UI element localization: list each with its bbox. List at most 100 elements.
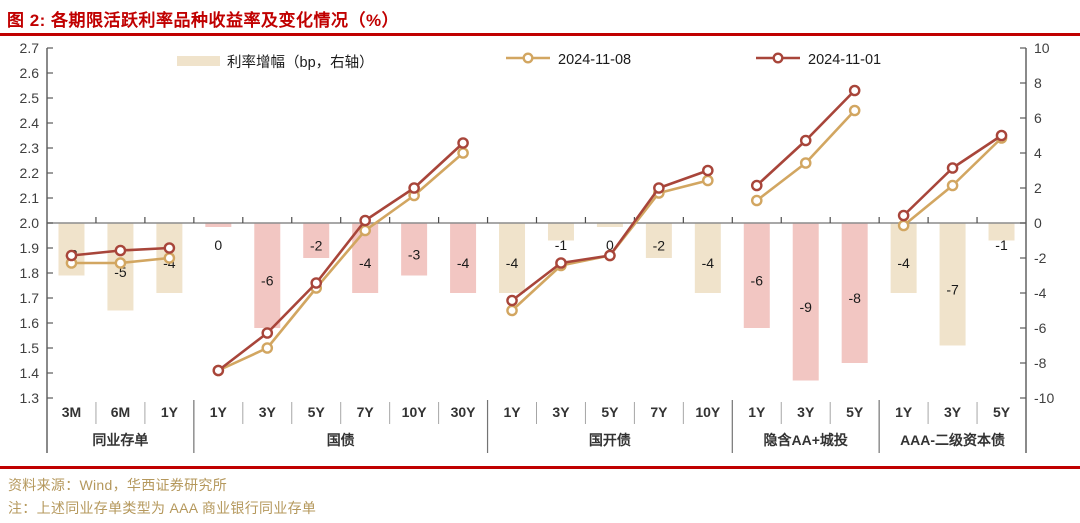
bar-国开债-5Y (596, 223, 623, 227)
series-2024-11-01-marker (653, 182, 665, 194)
tenor-label: 5Y (993, 404, 1011, 420)
tenor-label: 3Y (259, 404, 277, 420)
tenor-label: 7Y (650, 404, 668, 420)
left-axis-tick-label: 1.3 (20, 390, 40, 406)
right-axis-tick-label: 2 (1034, 180, 1042, 196)
right-axis-tick-label: 10 (1034, 40, 1050, 56)
footer-divider (0, 466, 1080, 469)
bar-AAA-二级资本债-5Y (988, 223, 1015, 241)
bar-value-label: -8 (848, 290, 861, 306)
bar-value-label: 0 (214, 237, 222, 253)
bar-隐含AA+城投-1Y (743, 223, 770, 328)
tenor-label: 5Y (846, 404, 864, 420)
right-axis-tick-label: 4 (1034, 145, 1042, 161)
tenor-label: 30Y (451, 404, 477, 420)
left-axis-tick-label: 2.5 (20, 90, 40, 106)
bar-国债-30Y (450, 223, 477, 293)
bar-value-label: 0 (606, 237, 614, 253)
left-axis-tick-label: 2.7 (20, 40, 40, 56)
bar-value-label: -3 (408, 246, 421, 262)
legend-item-2024-11-08: 2024-11-08 (505, 51, 631, 69)
tenor-label: 3Y (552, 404, 570, 420)
tenor-label: 6M (111, 404, 130, 420)
left-axis-tick-label: 1.5 (20, 340, 40, 356)
series-2024-11-08-marker (897, 219, 910, 232)
group-label-AAA-二级资本债: AAA-二级资本债 (900, 432, 1005, 448)
series-2024-11-01-marker (163, 242, 176, 254)
tenor-label: 1Y (210, 404, 228, 420)
tenor-label: 1Y (503, 404, 521, 420)
group-label-隐含AA+城投: 隐含AA+城投 (764, 432, 848, 448)
bar-value-label: -6 (751, 273, 764, 289)
tenor-label: 3Y (797, 404, 815, 420)
left-axis-tick-label: 1.4 (20, 365, 40, 381)
bar-swatch-icon (177, 56, 220, 66)
series-2024-11-01-marker (946, 162, 959, 174)
series-2024-11-08-marker (946, 179, 959, 192)
right-axis-tick-label: -6 (1034, 320, 1047, 336)
bar-国债-5Y (303, 223, 330, 258)
tenor-label: 3Y (944, 404, 962, 420)
bar-value-label: -7 (946, 281, 959, 297)
yield-chart: -3-5-40-6-2-4-3-4-4-10-2-4-6-9-8-4-7-12.… (0, 36, 1080, 466)
group-label-国开债: 国开债 (589, 432, 631, 448)
bar-value-label: -4 (897, 255, 910, 271)
bar-value-label: -2 (653, 238, 666, 254)
series-2024-11-08-marker (848, 104, 861, 117)
bar-value-label: -4 (359, 255, 372, 271)
series-2024-11-01-marker (457, 137, 469, 149)
series-2024-11-08-line-隐含AA+城投 (755, 109, 856, 202)
bar-国债-1Y (205, 223, 232, 227)
series-2024-11-01-marker (702, 164, 714, 177)
bar-国开债-3Y (547, 223, 574, 241)
legend-bar-label: 利率增幅（bp，右轴） (227, 54, 374, 71)
series-2024-11-01-marker (212, 364, 225, 377)
bar-value-label: -4 (506, 255, 519, 271)
series-2024-11-01-marker (799, 134, 812, 147)
footnote: 注：上述同业存单类型为 AAA 商业银行同业存单 (8, 500, 317, 516)
series-2024-11-01-line-国债 (217, 141, 465, 372)
tenor-label: 1Y (895, 404, 913, 420)
bar-国开债-1Y (499, 223, 526, 293)
legend-item-bar-series: 利率增幅（bp，右轴） (177, 52, 374, 71)
series-2024-11-01-marker (897, 209, 910, 222)
source-note: 资料来源：Wind，华西证券研究所 (8, 477, 227, 493)
series-2024-11-01-marker (506, 294, 518, 307)
right-axis-tick-label: 8 (1034, 75, 1042, 91)
bar-AAA-二级资本债-1Y (890, 223, 917, 293)
tenor-label: 10Y (402, 404, 428, 420)
chart-canvas: -3-5-40-6-2-4-3-4-4-10-2-4-6-9-8-4-7-12.… (20, 40, 1054, 453)
right-axis-tick-label: 0 (1034, 215, 1042, 231)
tenor-label: 1Y (748, 404, 766, 420)
left-axis-tick-label: 1.6 (20, 315, 40, 331)
tenor-label: 1Y (161, 404, 179, 420)
tenor-label: 7Y (357, 404, 375, 420)
series-2024-11-08-marker (359, 224, 371, 237)
series-2024-11-01-marker (848, 84, 861, 97)
series-2024-11-08-marker (261, 342, 274, 354)
right-axis-tick-label: -2 (1034, 250, 1047, 266)
group-label-国债: 国债 (327, 432, 355, 448)
series-2024-11-08-marker (114, 257, 127, 269)
line-marker-red-icon (755, 51, 801, 69)
bar-隐含AA+城投-5Y (841, 223, 868, 363)
series-2024-11-08-marker (457, 147, 469, 159)
series-2024-11-01-marker (310, 277, 323, 289)
bar-value-label: -6 (261, 273, 274, 289)
right-axis-tick-label: -8 (1034, 355, 1047, 371)
left-axis-tick-label: 2.6 (20, 65, 40, 81)
left-axis-tick-label: 2.2 (20, 165, 40, 181)
left-axis-tick-label: 1.9 (20, 240, 40, 256)
series-2024-11-01-marker (408, 182, 420, 194)
series-2024-11-08-marker (702, 174, 714, 187)
series-2024-11-01-marker (359, 214, 371, 227)
left-axis-tick-label: 2.0 (20, 215, 40, 231)
bar-隐含AA+城投-3Y (792, 223, 819, 381)
series-2024-11-01-line-AAA-二级资本债 (902, 134, 1003, 217)
bar-国开债-7Y (645, 223, 672, 258)
series-2024-11-01-marker (555, 257, 567, 269)
bar-国债-10Y (401, 223, 428, 276)
bar-value-label: -1 (555, 237, 568, 253)
series-2024-11-01-marker (995, 129, 1008, 142)
series-2024-11-01-marker (604, 249, 616, 262)
